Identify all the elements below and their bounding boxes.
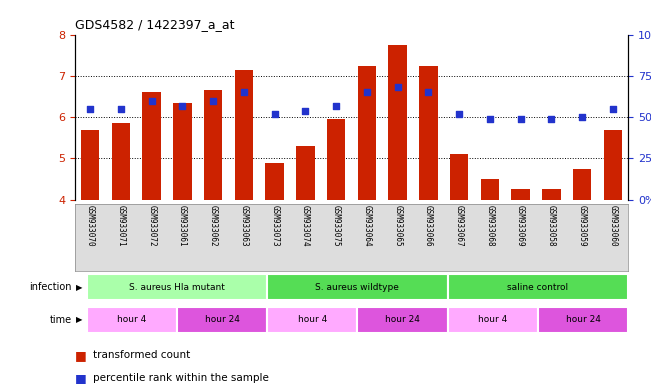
Point xyxy=(454,111,464,117)
Point xyxy=(331,103,341,109)
Bar xyxy=(512,189,530,200)
Text: GSM933074: GSM933074 xyxy=(301,205,310,247)
Text: GSM933060: GSM933060 xyxy=(608,205,617,247)
Bar xyxy=(603,129,622,200)
Bar xyxy=(357,307,448,333)
Bar xyxy=(267,274,448,300)
Point xyxy=(516,116,526,122)
Point xyxy=(300,108,311,114)
Point xyxy=(85,106,96,112)
Bar xyxy=(542,189,561,200)
Text: hour 4: hour 4 xyxy=(298,315,327,324)
Text: GSM933063: GSM933063 xyxy=(240,205,249,247)
Point xyxy=(546,116,557,122)
Point xyxy=(116,106,126,112)
Text: GSM933073: GSM933073 xyxy=(270,205,279,247)
Bar xyxy=(327,119,346,200)
Bar xyxy=(357,66,376,200)
Text: saline control: saline control xyxy=(507,283,568,291)
Text: GSM933066: GSM933066 xyxy=(424,205,433,247)
Text: ■: ■ xyxy=(75,372,87,384)
Text: GSM933067: GSM933067 xyxy=(454,205,464,247)
Text: percentile rank within the sample: percentile rank within the sample xyxy=(93,373,269,383)
Bar xyxy=(266,162,284,200)
Text: time: time xyxy=(49,314,72,325)
Bar xyxy=(204,90,223,200)
Point xyxy=(577,114,587,120)
Bar xyxy=(235,70,253,200)
Text: transformed count: transformed count xyxy=(93,350,190,360)
Text: GSM933061: GSM933061 xyxy=(178,205,187,247)
Text: GSM933072: GSM933072 xyxy=(147,205,156,247)
Text: hour 4: hour 4 xyxy=(117,315,146,324)
Bar xyxy=(87,274,267,300)
Point xyxy=(208,98,219,104)
Bar xyxy=(267,307,357,333)
Bar xyxy=(177,307,267,333)
Text: infection: infection xyxy=(29,282,72,292)
Bar xyxy=(81,129,100,200)
Text: GSM933070: GSM933070 xyxy=(86,205,95,247)
Text: GSM933062: GSM933062 xyxy=(209,205,217,247)
Text: ▶: ▶ xyxy=(76,283,83,291)
Text: ▶: ▶ xyxy=(76,315,83,324)
Text: GSM933071: GSM933071 xyxy=(117,205,126,247)
Text: S. aureus wildtype: S. aureus wildtype xyxy=(316,283,399,291)
Text: GSM933069: GSM933069 xyxy=(516,205,525,247)
Text: GDS4582 / 1422397_a_at: GDS4582 / 1422397_a_at xyxy=(75,18,234,31)
Text: S. aureus Hla mutant: S. aureus Hla mutant xyxy=(129,283,225,291)
Point xyxy=(423,89,434,96)
Text: GSM933075: GSM933075 xyxy=(331,205,340,247)
Point xyxy=(177,103,187,109)
Bar xyxy=(480,179,499,200)
Point xyxy=(484,116,495,122)
Bar xyxy=(173,103,191,200)
Text: GSM933064: GSM933064 xyxy=(363,205,372,247)
Bar xyxy=(296,146,314,200)
Point xyxy=(607,106,618,112)
Text: GSM933065: GSM933065 xyxy=(393,205,402,247)
Text: ■: ■ xyxy=(75,349,87,362)
Bar xyxy=(573,169,591,200)
Bar xyxy=(112,123,130,200)
Point xyxy=(270,111,280,117)
Bar xyxy=(419,66,437,200)
Text: hour 4: hour 4 xyxy=(478,315,507,324)
Point xyxy=(393,84,403,91)
Bar xyxy=(389,45,407,200)
Point xyxy=(146,98,157,104)
Text: GSM933059: GSM933059 xyxy=(577,205,587,247)
Point xyxy=(362,89,372,96)
Bar xyxy=(143,93,161,200)
Bar xyxy=(538,307,628,333)
Bar xyxy=(448,307,538,333)
Bar xyxy=(87,307,177,333)
Bar xyxy=(450,154,468,200)
Text: GSM933058: GSM933058 xyxy=(547,205,556,247)
Text: GSM933068: GSM933068 xyxy=(486,205,494,247)
Bar xyxy=(448,274,628,300)
Point xyxy=(239,89,249,96)
Text: hour 24: hour 24 xyxy=(204,315,240,324)
Text: hour 24: hour 24 xyxy=(566,315,600,324)
Text: hour 24: hour 24 xyxy=(385,315,420,324)
